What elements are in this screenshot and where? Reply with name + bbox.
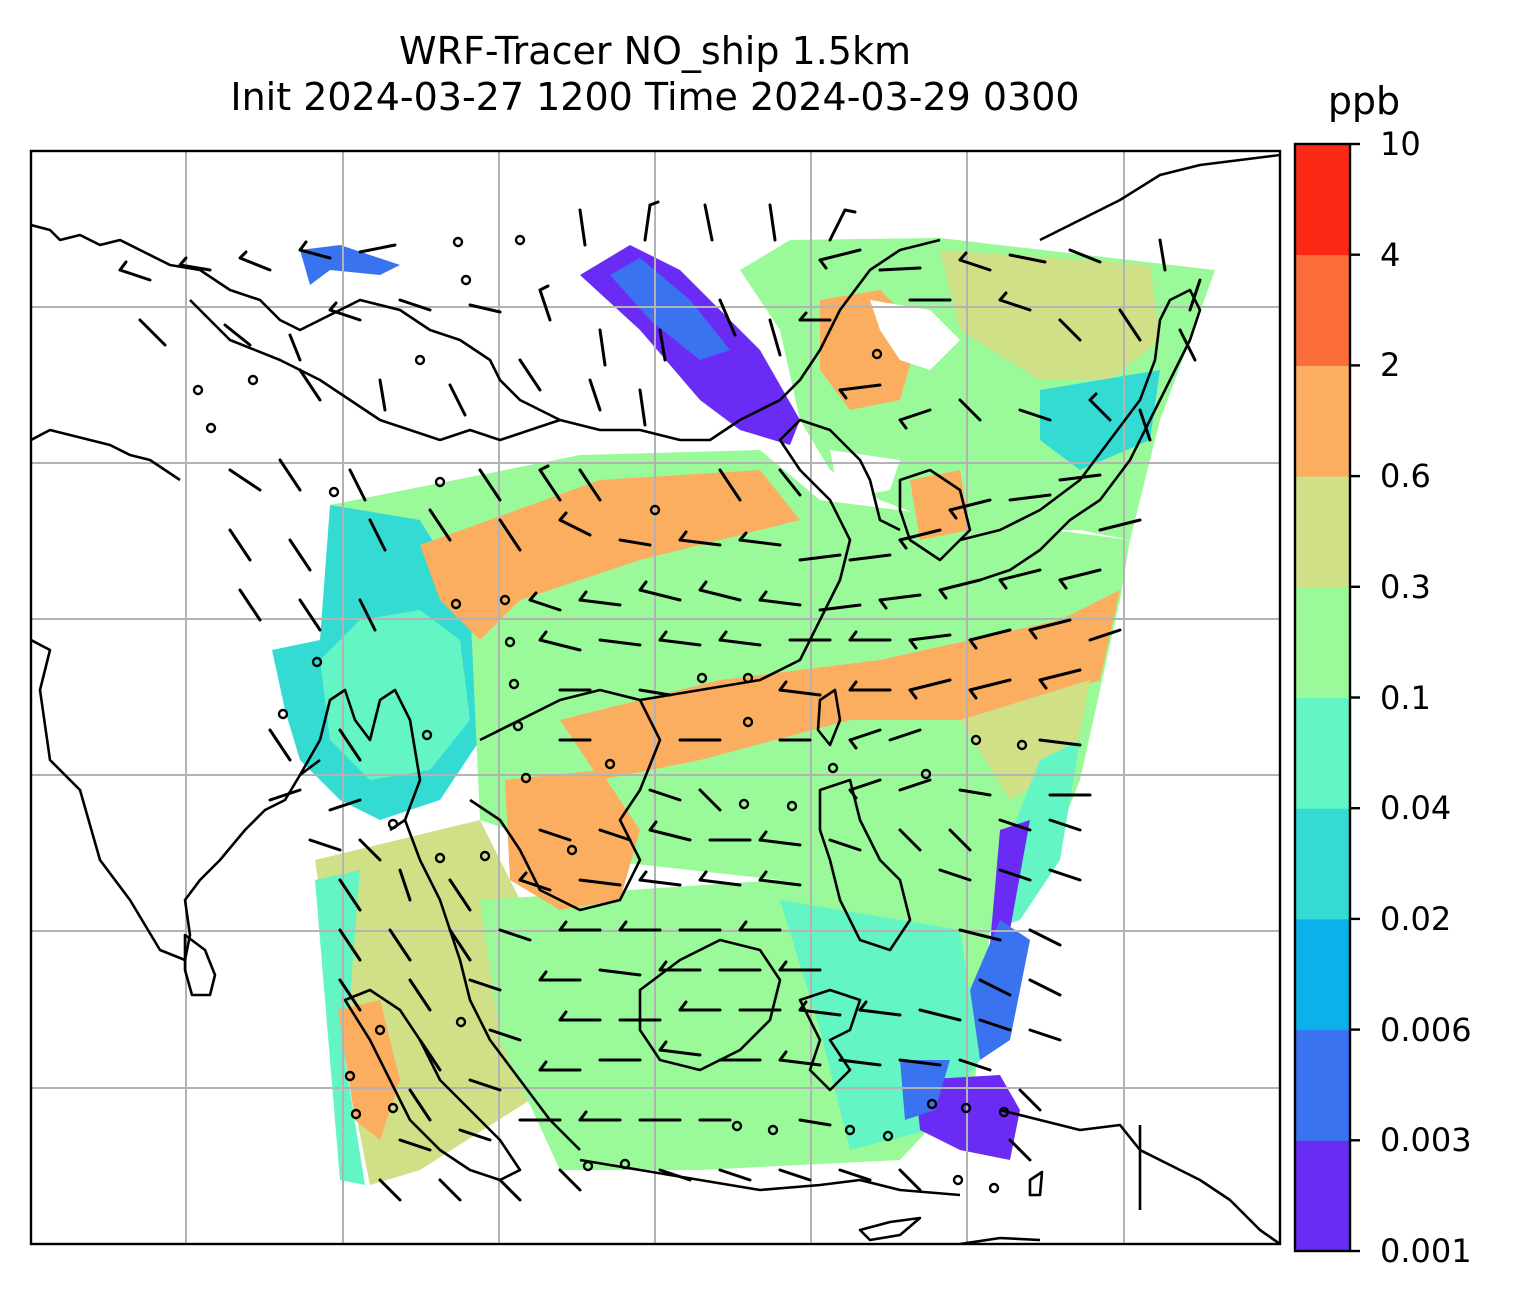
coastlines [31, 153, 1280, 1244]
coast-north [31, 223, 941, 442]
colorbar-tick-label: 0.6 [1380, 457, 1431, 496]
colorbar-bands [1295, 144, 1350, 1252]
field-northeast-olive [940, 250, 1160, 380]
coast-sulawesi [798, 988, 862, 1092]
colorbar [1293, 142, 1360, 1253]
field-north-plume-blue [610, 258, 730, 360]
coast-philippines [818, 778, 912, 952]
field-central-orange-band [420, 470, 800, 640]
coast-northeast [1039, 153, 1280, 242]
coast-sri-lanka [183, 933, 217, 997]
coast-java [579, 1158, 961, 1197]
colorbar-ticks [1350, 142, 1360, 1253]
colorbar-band [1295, 476, 1350, 588]
coast-australia-top [959, 1236, 1041, 1244]
field-scs-orange [560, 590, 1120, 780]
title-line-1: WRF-Tracer NO_ship 1.5km [399, 29, 911, 73]
colorbar-band [1295, 808, 1350, 920]
coast-caspian [31, 428, 181, 482]
coast-china [639, 418, 901, 702]
title-line-2: Init 2024-03-27 1200 Time 2024-03-29 030… [230, 75, 1080, 119]
coast-timor [858, 1216, 922, 1242]
coast-bangladesh [298, 688, 422, 832]
coast-korea [898, 468, 972, 562]
field-northwest-sliver [300, 245, 400, 285]
field-eddy-white [870, 300, 960, 370]
colorbar-unit-label: ppb [1327, 79, 1401, 123]
colorbar-band [1295, 697, 1350, 809]
coast-mongolia-border [189, 299, 561, 442]
coast-japan [959, 288, 1202, 582]
field-sumatra-orange [338, 1000, 400, 1140]
colorbar-band [1295, 1029, 1350, 1141]
colorbar-tick-label: 0.3 [1380, 567, 1431, 606]
field-southeast-blue [900, 1060, 950, 1120]
calm-markers [192, 234, 1028, 1194]
colorbar-tick-label: 0.02 [1380, 899, 1452, 938]
field-east-purple-edge [990, 820, 1030, 945]
colorbar-band [1295, 254, 1350, 366]
map-panel [31, 151, 1280, 1244]
colorbar-band [1295, 586, 1350, 698]
coast-borneo [638, 938, 782, 1072]
coast-new-guinea [999, 1108, 1280, 1244]
colorbar-band [1295, 918, 1350, 1031]
coast-india [31, 638, 321, 962]
colorbar-tick-label: 2 [1380, 346, 1401, 385]
colorbar-band [1295, 1140, 1350, 1252]
wind-barbs [118, 200, 1202, 1202]
map-frame [29, 149, 1282, 1246]
map-title: WRF-Tracer NO_ship 1.5km Init 2024-03-27… [30, 28, 1280, 120]
colorbar-band [1295, 365, 1350, 477]
field-northeast-cyan [1040, 370, 1160, 470]
colorbar-tick-label: 10 [1380, 125, 1421, 163]
coast-myanmar-malay [403, 819, 581, 1151]
coast-sumatra [343, 988, 522, 1182]
colorbar-tick-label: 0.001 [1380, 1232, 1472, 1270]
field-indochina-orange [505, 770, 640, 910]
colorbar-tick-label: 0.04 [1380, 789, 1452, 828]
colorbar-band [1295, 144, 1350, 256]
coast-indochina [469, 688, 662, 912]
colorbar-tick-label: 0.006 [1380, 1010, 1472, 1049]
colorbar-tick-label: 0.003 [1380, 1121, 1472, 1160]
colorbar-tick-label: 0.1 [1380, 678, 1431, 717]
field-bay-inner [320, 610, 470, 780]
colorbar-tick-label: 4 [1380, 235, 1401, 274]
coast-taiwan [816, 688, 842, 747]
coast-small-island [1028, 1170, 1044, 1197]
